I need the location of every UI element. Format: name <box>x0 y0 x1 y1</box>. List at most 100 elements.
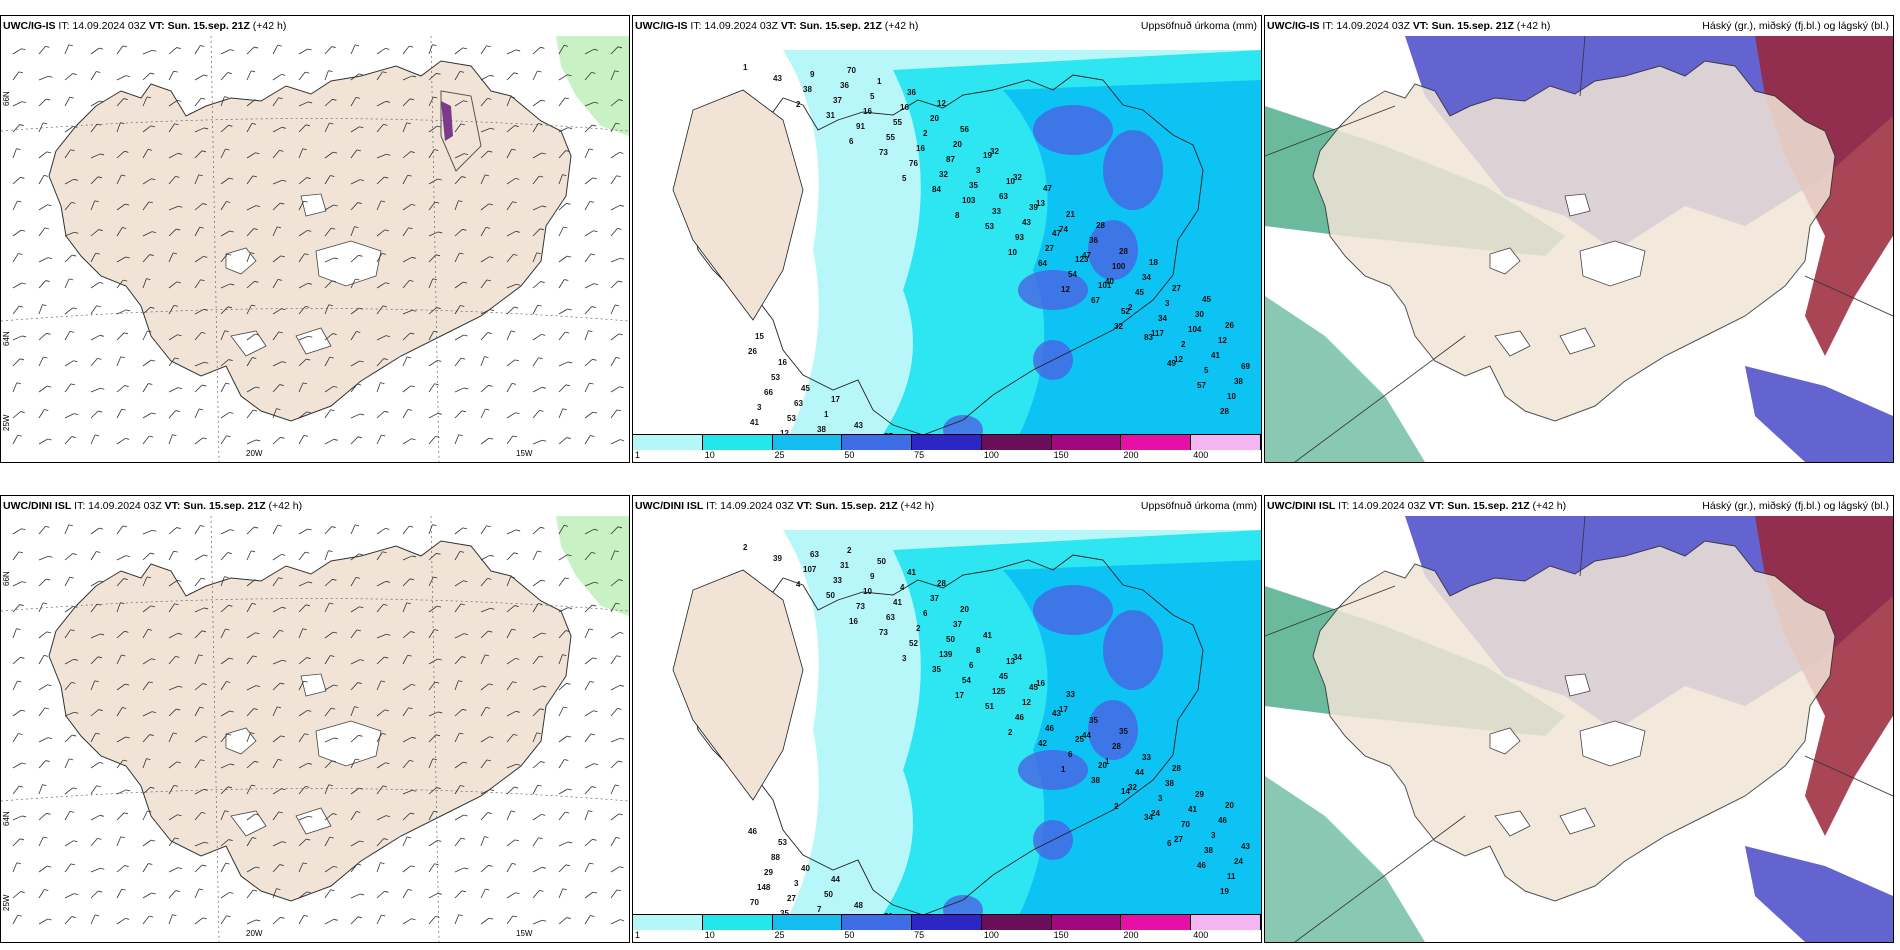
precip-value-label: 45 <box>1202 295 1211 304</box>
precip-value-label: 3 <box>1165 299 1170 308</box>
precip-value-label: 34 <box>1158 314 1167 323</box>
precip-value-label: 44 <box>1082 731 1091 740</box>
valid-time: VT: Sun. 15.sep. 21Z <box>796 500 898 512</box>
coastline <box>680 554 1204 916</box>
precip-value-label: 54 <box>962 676 971 685</box>
wind-barbs <box>12 44 625 445</box>
precip-value-label: 53 <box>778 838 787 847</box>
mid-cloud <box>1745 846 1893 942</box>
precip-value-label: 2 <box>916 624 921 633</box>
precip-value-label: 63 <box>810 550 819 559</box>
precip-value-label: 37 <box>930 594 939 603</box>
precip-value-label: 45 <box>801 384 810 393</box>
precip-value-label: 16 <box>900 103 909 112</box>
precip-value-label: 46 <box>1218 816 1227 825</box>
panel-field-title: Háský (gr.), miðský (fj.bl.) og lágský (… <box>1702 500 1889 512</box>
precip-value-label: 26 <box>748 347 757 356</box>
precip-value-label: 34 <box>1013 653 1022 662</box>
precip-value-label: 43 <box>854 421 863 430</box>
region-boundary <box>1265 105 1396 157</box>
model-name: UWC/IG-IS <box>3 20 56 32</box>
precip-value-label: 66 <box>764 388 773 397</box>
precip-map: 2416317212619395073355142383446701077352… <box>633 530 1261 928</box>
precip-value-label: 6 <box>849 137 854 146</box>
precip-value-label: 125 <box>992 687 1006 696</box>
precip-value-label: 38 <box>1165 779 1174 788</box>
iceland-landmass <box>48 540 572 902</box>
west-fjords-land <box>672 569 804 801</box>
precip-spot <box>441 101 453 141</box>
latitude-label: 64N <box>2 331 11 346</box>
precip-value-label: 12 <box>937 99 946 108</box>
glacier-outline <box>295 807 332 835</box>
precip-value-label: 73 <box>856 602 865 611</box>
legend-swatch <box>1051 434 1122 450</box>
glacier-outline <box>1579 720 1646 767</box>
panel-header: UWC/IG-IS IT: 14.09.2024 03Z VT: Sun. 15… <box>633 16 1261 36</box>
glacier-outline <box>230 330 267 357</box>
legend-label: 1 <box>635 930 641 940</box>
precip-value-label: 2 <box>1114 802 1119 811</box>
legend-swatch <box>1191 914 1261 930</box>
wind-barb-map <box>1 36 629 462</box>
legend-label: 50 <box>844 930 855 940</box>
precip-value-label: 12 <box>1022 698 1031 707</box>
precip-value-label: 44 <box>1135 768 1144 777</box>
init-time: IT: 14.09.2024 03Z <box>55 20 149 32</box>
precip-value-label: 53 <box>787 414 796 423</box>
coastline <box>680 74 1204 436</box>
precip-value-label: 104 <box>1188 325 1202 334</box>
precip-value-label: 43 <box>1022 218 1031 227</box>
glacier-outline <box>230 810 267 837</box>
precip-value-label: 38 <box>1091 776 1100 785</box>
precip-value-label: 1 <box>877 77 882 86</box>
precip-value-label: 44 <box>831 875 840 884</box>
precip-value-label: 64 <box>1038 259 1047 268</box>
precip-value-label: 36 <box>1089 236 1098 245</box>
precip-value-label: 13 <box>1036 199 1045 208</box>
precip-value-label: 123 <box>1075 255 1089 264</box>
precip-value-label: 56 <box>960 125 969 134</box>
precip-value-label: 84 <box>932 185 941 194</box>
precip-value-label: 67 <box>1091 296 1100 305</box>
precip-value-label: 87 <box>946 155 955 164</box>
legend-swatch <box>981 434 1052 450</box>
precip-value-label: 38 <box>817 425 826 434</box>
mid-cloud <box>1745 366 1893 462</box>
init-time: IT: 14.09.2024 03Z <box>687 20 781 32</box>
legend-label: 400 <box>1193 450 1209 460</box>
precip-value-label: 55 <box>886 133 895 142</box>
precip-value-label: 20 <box>1225 801 1234 810</box>
precip-value-label: 33 <box>833 576 842 585</box>
precip-value-label: 34 <box>1142 273 1151 282</box>
panel-field-title: Háský (gr.), miðský (fj.bl.) og lágský (… <box>1702 20 1889 32</box>
precip-value-label: 43 <box>1241 842 1250 851</box>
precip-value-label: 38 <box>1204 846 1213 855</box>
precip-value-label: 28 <box>1172 764 1181 773</box>
legend-label: 200 <box>1123 450 1139 460</box>
legend-swatch <box>633 914 703 930</box>
precip-value-label: 35 <box>1089 716 1098 725</box>
valid-time: VT: Sun. 15.sep. 21Z <box>1412 20 1514 32</box>
precip-value-label: 5 <box>870 92 875 101</box>
init-time: IT: 14.09.2024 03Z <box>71 500 165 512</box>
legend-swatch <box>1191 434 1261 450</box>
precip-value-label: 18 <box>1149 258 1158 267</box>
precip-value-label: 10 <box>1006 177 1015 186</box>
lead-time: (+42 h) <box>265 500 303 512</box>
precip-value-label: 47 <box>1052 229 1061 238</box>
precip-value-label: 12 <box>1218 336 1227 345</box>
precip-value-label: 16 <box>863 107 872 116</box>
meridian-line <box>430 36 440 462</box>
panel-cloud: UWC/DINI ISL IT: 14.09.2024 03Z VT: Sun.… <box>1264 495 1894 943</box>
precip-value-label: 7 <box>817 905 822 914</box>
precip-value-label: 83 <box>1144 333 1153 342</box>
legend-label: 150 <box>1053 450 1069 460</box>
legend-swatch <box>912 914 982 930</box>
precip-value-label: 36 <box>907 88 916 97</box>
precip-value-label: 2 <box>1008 728 1013 737</box>
panel-header: UWC/DINI ISL IT: 14.09.2024 03Z VT: Sun.… <box>1265 496 1893 516</box>
precip-value-label: 39 <box>1029 203 1038 212</box>
legend-swatch <box>842 434 913 450</box>
region-boundary <box>1579 516 1586 577</box>
